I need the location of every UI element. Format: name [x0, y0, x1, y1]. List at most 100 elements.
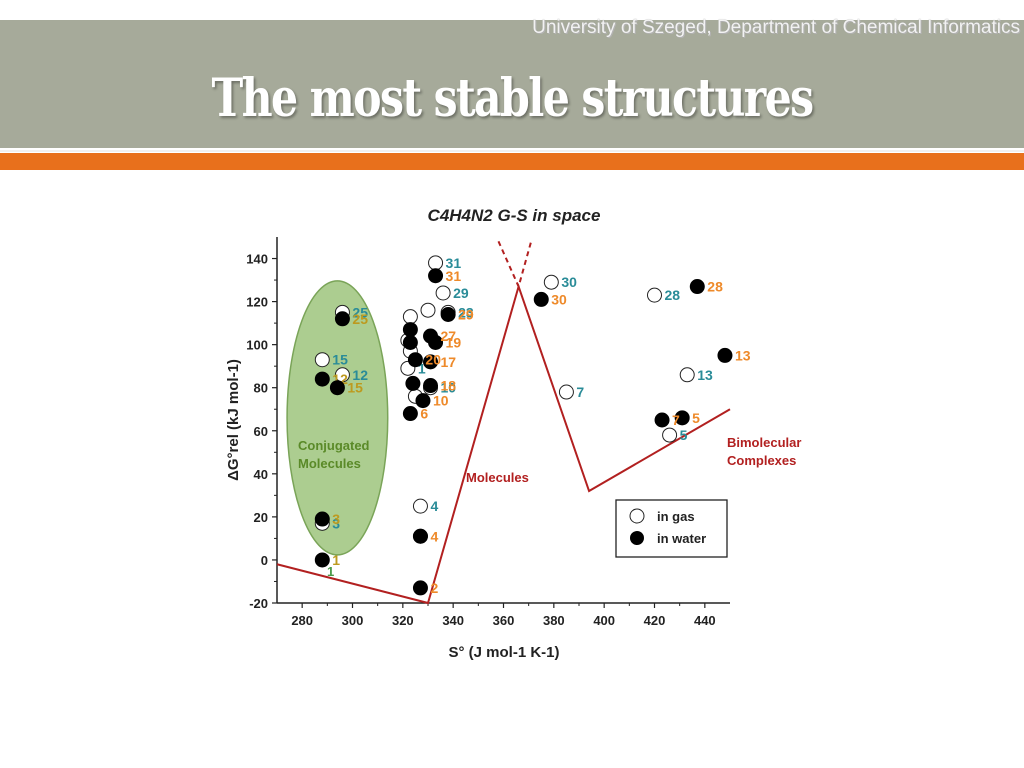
bimolecular-annotation-line2: Complexes [727, 453, 796, 468]
water-point-label: 2 [430, 580, 438, 596]
water-point [314, 511, 330, 527]
water-point [402, 406, 418, 422]
gas-point-label: 5 [680, 427, 688, 443]
accent-band [0, 153, 1024, 170]
water-point [689, 279, 705, 295]
gas-point-label: 23 [458, 304, 474, 320]
gas-point-label: 4 [430, 498, 438, 514]
water-point [440, 307, 456, 323]
x-tick-label: 400 [593, 613, 615, 628]
x-tick-label: 340 [442, 613, 464, 628]
y-tick-label: -20 [249, 596, 268, 611]
gas-point-label: 7 [576, 384, 584, 400]
water-point-label: 10 [433, 393, 449, 409]
gas-point-label: 25 [352, 304, 368, 320]
gas-point [314, 352, 330, 368]
water-point-label: 27 [441, 328, 457, 344]
water-point-label: 19 [446, 334, 462, 350]
legend-gas-marker [629, 508, 645, 524]
gas-point [428, 255, 444, 271]
water-point-label: 5 [692, 410, 700, 426]
x-tick-label: 320 [392, 613, 414, 628]
gas-point-label: 10 [441, 380, 457, 396]
water-point [314, 552, 330, 568]
gas-extra-label: 1 [327, 564, 334, 579]
water-point-label: 31 [446, 268, 462, 284]
water-point-label: 20 [425, 352, 441, 368]
slide-title: The most stable structures [211, 68, 815, 129]
gas-point-label: 30 [561, 274, 577, 290]
legend-water-marker [630, 531, 644, 545]
water-point [405, 375, 421, 391]
gas-point-label: 29 [453, 285, 469, 301]
gas-point-label: 12 [352, 367, 368, 383]
y-tick-label: 120 [246, 295, 268, 310]
water-point-label: 18 [441, 378, 457, 394]
y-tick-label: 100 [246, 338, 268, 353]
x-tick-label: 280 [291, 613, 313, 628]
gas-point-label: 28 [665, 287, 681, 303]
water-point [423, 328, 439, 344]
x-tick-label: 380 [543, 613, 565, 628]
gas-point [420, 302, 436, 318]
water-point-label: 15 [347, 380, 363, 396]
gas-point [558, 384, 574, 400]
water-point [334, 311, 350, 327]
gas-point-label: 15 [332, 352, 348, 368]
gas-point-label: 1 [418, 360, 426, 376]
bimolecular-annotation-line1: Bimolecular [727, 435, 801, 450]
x-axis-label: S° (J mol-1 K-1) [448, 644, 559, 661]
legend-gas-label: in gas [657, 509, 695, 524]
gas-point-label: 3 [332, 515, 340, 531]
water-point [329, 380, 345, 396]
water-point [423, 378, 439, 394]
y-tick-label: 140 [246, 252, 268, 267]
water-point [423, 354, 439, 370]
water-point-label: 3 [332, 511, 340, 527]
gas-point [402, 309, 418, 325]
water-point-label: 1 [332, 552, 340, 568]
x-tick-label: 440 [694, 613, 716, 628]
gas-point [679, 367, 695, 383]
water-point [412, 580, 428, 596]
x-tick-label: 420 [644, 613, 666, 628]
gas-point-label: 13 [697, 367, 713, 383]
x-tick-label: 300 [342, 613, 364, 628]
x-tick-label: 360 [493, 613, 515, 628]
gas-point [647, 287, 662, 303]
water-point [402, 334, 418, 350]
divider-line [0, 150, 1024, 152]
region-label-line1: Conjugated [298, 438, 370, 453]
water-point [674, 410, 690, 426]
chart-title: C4H4N2 G-S in space [428, 206, 601, 225]
molecules-annotation: Molecules [466, 470, 529, 485]
gas-point [435, 285, 451, 301]
y-tick-label: 40 [254, 467, 268, 482]
water-point-label: 4 [430, 528, 438, 544]
water-point-label: 7 [672, 412, 680, 428]
gas-point [543, 274, 559, 290]
water-point-label: 25 [352, 311, 368, 327]
water-point [412, 528, 428, 544]
gas-point [412, 498, 428, 514]
legend-water-label: in water [657, 531, 706, 546]
water-point [407, 352, 423, 368]
water-point-label: 29 [458, 307, 474, 323]
water-point [314, 371, 330, 387]
institution-header: University of Szeged, Department of Chem… [532, 17, 1020, 38]
water-point-label: 6 [420, 406, 428, 422]
y-tick-label: 80 [254, 381, 268, 396]
water-point [533, 291, 549, 307]
water-point [717, 347, 733, 363]
water-point-label: 30 [551, 291, 567, 307]
y-axis-label: ΔG°rel (kJ mol-1) [225, 359, 242, 481]
boundary-dashed-line [497, 240, 533, 290]
water-point-label: 13 [735, 347, 751, 363]
y-tick-label: 60 [254, 424, 268, 439]
water-point [415, 393, 431, 409]
y-tick-label: 20 [254, 510, 268, 525]
gas-point [334, 367, 350, 383]
gas-point-label: 31 [446, 255, 462, 271]
water-point-label: 17 [441, 354, 457, 370]
